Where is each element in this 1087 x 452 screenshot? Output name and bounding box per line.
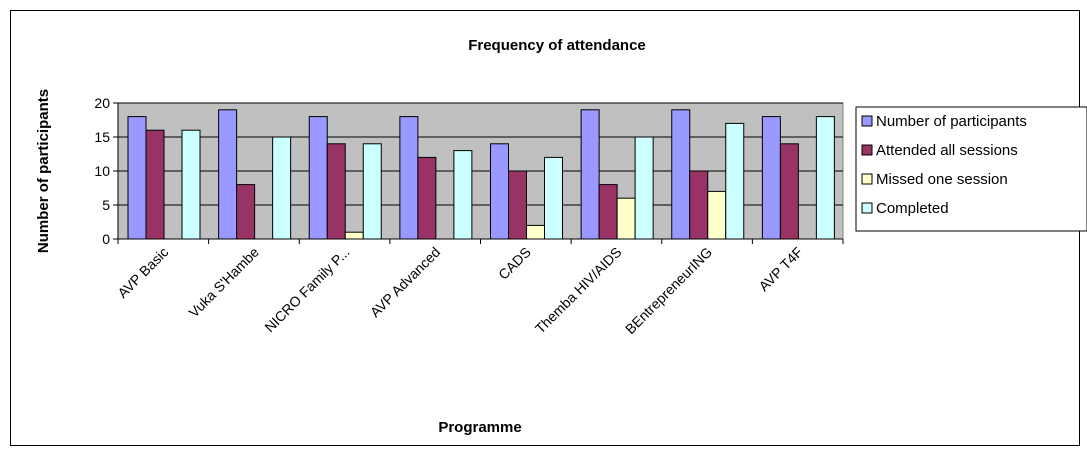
bar [508,170,527,240]
bar [725,122,745,240]
bar [707,190,727,240]
legend-label: Completed [876,200,949,217]
legend-box [855,106,1087,232]
bar [127,116,147,240]
bar [344,231,364,240]
bar [598,184,618,240]
x-tick-label: CADS [495,244,534,283]
legend-swatch [861,202,873,214]
legend-label: Missed one session [876,171,1008,188]
y-tick-label: 10 [94,163,110,179]
bar [689,170,709,240]
bar [634,136,654,240]
x-tick-label: NICRO Family P... [261,244,352,335]
bar [453,150,473,240]
bar [616,197,636,240]
bar [761,116,781,240]
y-tick-label: 15 [94,129,110,145]
x-tick-label: Themba HIV/AIDS [532,244,625,337]
y-tick-label: 5 [102,197,110,213]
bar [145,129,165,240]
bar [181,129,201,240]
legend-swatch [861,115,873,127]
bar [779,143,799,240]
x-tick-label: AVP Basic [114,244,171,301]
y-tick-label: 0 [102,231,110,247]
bar [526,224,545,240]
bar [544,156,563,240]
x-axis-label: Programme [438,419,521,436]
bar [815,116,835,240]
bar [308,116,328,240]
bar [580,109,600,240]
bar [362,143,382,240]
x-tick-label: BEntrepreneurING [622,244,715,337]
x-tick-label: AVP T4F [755,244,805,294]
legend: Number of participants Attended all sessi… [855,106,1087,232]
legend-label: Number of participants [876,113,1027,130]
legend-swatch [861,144,873,156]
x-tick-label: AVP Advanced [367,244,443,320]
bars [127,109,835,240]
chart-title: Frequency of attendance [468,37,646,54]
bar [218,109,238,240]
y-tick-label: 20 [94,95,110,111]
bar [236,184,256,240]
bar [417,156,437,240]
bar [490,143,509,240]
bar [671,109,691,240]
y-axis-label: Number of participants [35,89,52,253]
legend-label: Attended all sessions [876,142,1018,159]
x-tick-label: Vuka S'Hambe [185,244,262,321]
bar [399,116,419,240]
bar [326,143,346,240]
bar [272,136,292,240]
legend-swatch [861,173,873,185]
